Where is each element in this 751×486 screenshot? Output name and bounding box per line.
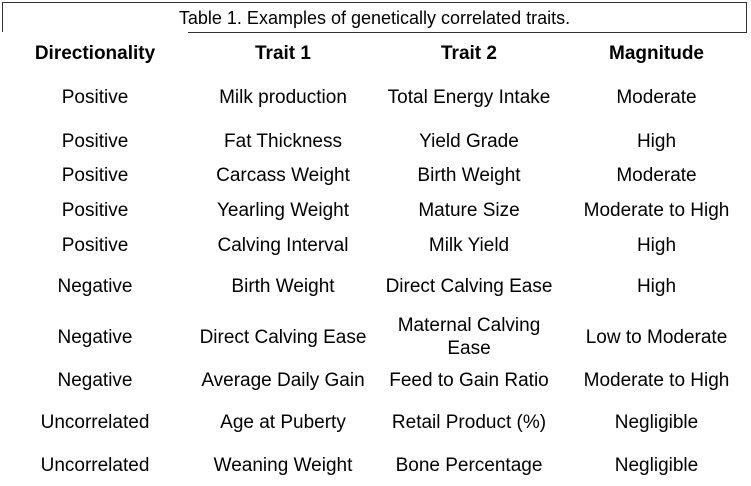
cell-trait-1: Yearling Weight xyxy=(216,199,350,221)
cell-trait-2: Total Energy Intake xyxy=(387,86,551,108)
cell-trait-2: Direct Calving Ease xyxy=(385,275,553,297)
cell-magnitude: Low to Moderate xyxy=(585,326,728,348)
caption-border-gap xyxy=(2,32,188,34)
header-trait-1: Trait 1 xyxy=(255,42,311,64)
table-header-row: Directionality Trait 1 Trait 2 Magnitude xyxy=(0,36,751,71)
header-magnitude: Magnitude xyxy=(609,42,704,64)
table-row: Positive Milk production Total Energy In… xyxy=(0,71,751,123)
cell-directionality: Positive xyxy=(61,165,129,186)
cell-directionality: Positive xyxy=(61,199,129,221)
cell-magnitude: Negligible xyxy=(614,455,699,476)
cell-trait-2: Birth Weight xyxy=(417,165,521,186)
cell-trait-2: Yield Grade xyxy=(419,130,519,152)
cell-magnitude: Moderate xyxy=(616,86,697,108)
cell-magnitude: High xyxy=(636,234,677,256)
table-row: Positive Yearling Weight Mature Size Mod… xyxy=(0,192,751,228)
cell-trait-1: Milk production xyxy=(219,86,347,108)
cell-trait-1: Age at Puberty xyxy=(220,411,346,433)
cell-trait-2: Bone Percentage xyxy=(395,455,543,476)
cell-magnitude: Moderate xyxy=(616,165,697,186)
table-row: Negative Average Daily Gain Feed to Gain… xyxy=(0,364,751,397)
cell-trait-1: Weaning Weight xyxy=(213,455,353,476)
cell-magnitude: Moderate to High xyxy=(583,199,730,221)
table-row: Positive Fat Thickness Yield Grade High xyxy=(0,123,751,159)
cell-directionality: Positive xyxy=(61,234,129,256)
cell-directionality: Positive xyxy=(61,86,129,108)
cell-trait-1: Birth Weight xyxy=(231,275,335,297)
cell-magnitude: High xyxy=(636,275,677,297)
cell-trait-2: Milk Yield xyxy=(428,234,510,256)
table-row: Positive Calving Interval Milk Yield Hig… xyxy=(0,228,751,262)
cell-directionality: Uncorrelated xyxy=(40,455,150,476)
correlated-traits-table: Directionality Trait 1 Trait 2 Magnitude… xyxy=(0,36,751,484)
cell-trait-1: Fat Thickness xyxy=(224,130,342,152)
cell-directionality: Uncorrelated xyxy=(40,411,150,433)
cell-trait-2: Maternal Calving Ease xyxy=(397,315,541,359)
header-directionality: Directionality xyxy=(34,42,156,64)
header-trait-2: Trait 2 xyxy=(441,42,497,64)
table-row: Negative Direct Calving Ease Maternal Ca… xyxy=(0,310,751,364)
cell-trait-1: Direct Calving Ease xyxy=(199,326,367,348)
table-row: Negative Birth Weight Direct Calving Eas… xyxy=(0,262,751,310)
table-row: Positive Carcass Weight Birth Weight Mod… xyxy=(0,159,751,192)
cell-magnitude: High xyxy=(636,130,677,152)
cell-trait-2: Feed to Gain Ratio xyxy=(389,370,549,391)
table-row: Uncorrelated Age at Puberty Retail Produ… xyxy=(0,397,751,447)
cell-trait-1: Average Daily Gain xyxy=(201,370,365,391)
cell-directionality: Negative xyxy=(57,326,133,348)
cell-trait-2: Mature Size xyxy=(418,199,520,221)
cell-directionality: Negative xyxy=(57,275,133,297)
cell-trait-1: Carcass Weight xyxy=(216,165,350,186)
cell-trait-1: Calving Interval xyxy=(217,234,349,256)
cell-magnitude: Negligible xyxy=(614,411,699,433)
cell-trait-2: Retail Product (%) xyxy=(391,411,547,433)
cell-magnitude: Moderate to High xyxy=(583,370,730,391)
table-caption: Table 1. Examples of genetically correla… xyxy=(2,2,747,33)
cell-directionality: Positive xyxy=(61,130,129,152)
cell-directionality: Negative xyxy=(57,370,133,391)
table-row: Uncorrelated Weaning Weight Bone Percent… xyxy=(0,447,751,484)
